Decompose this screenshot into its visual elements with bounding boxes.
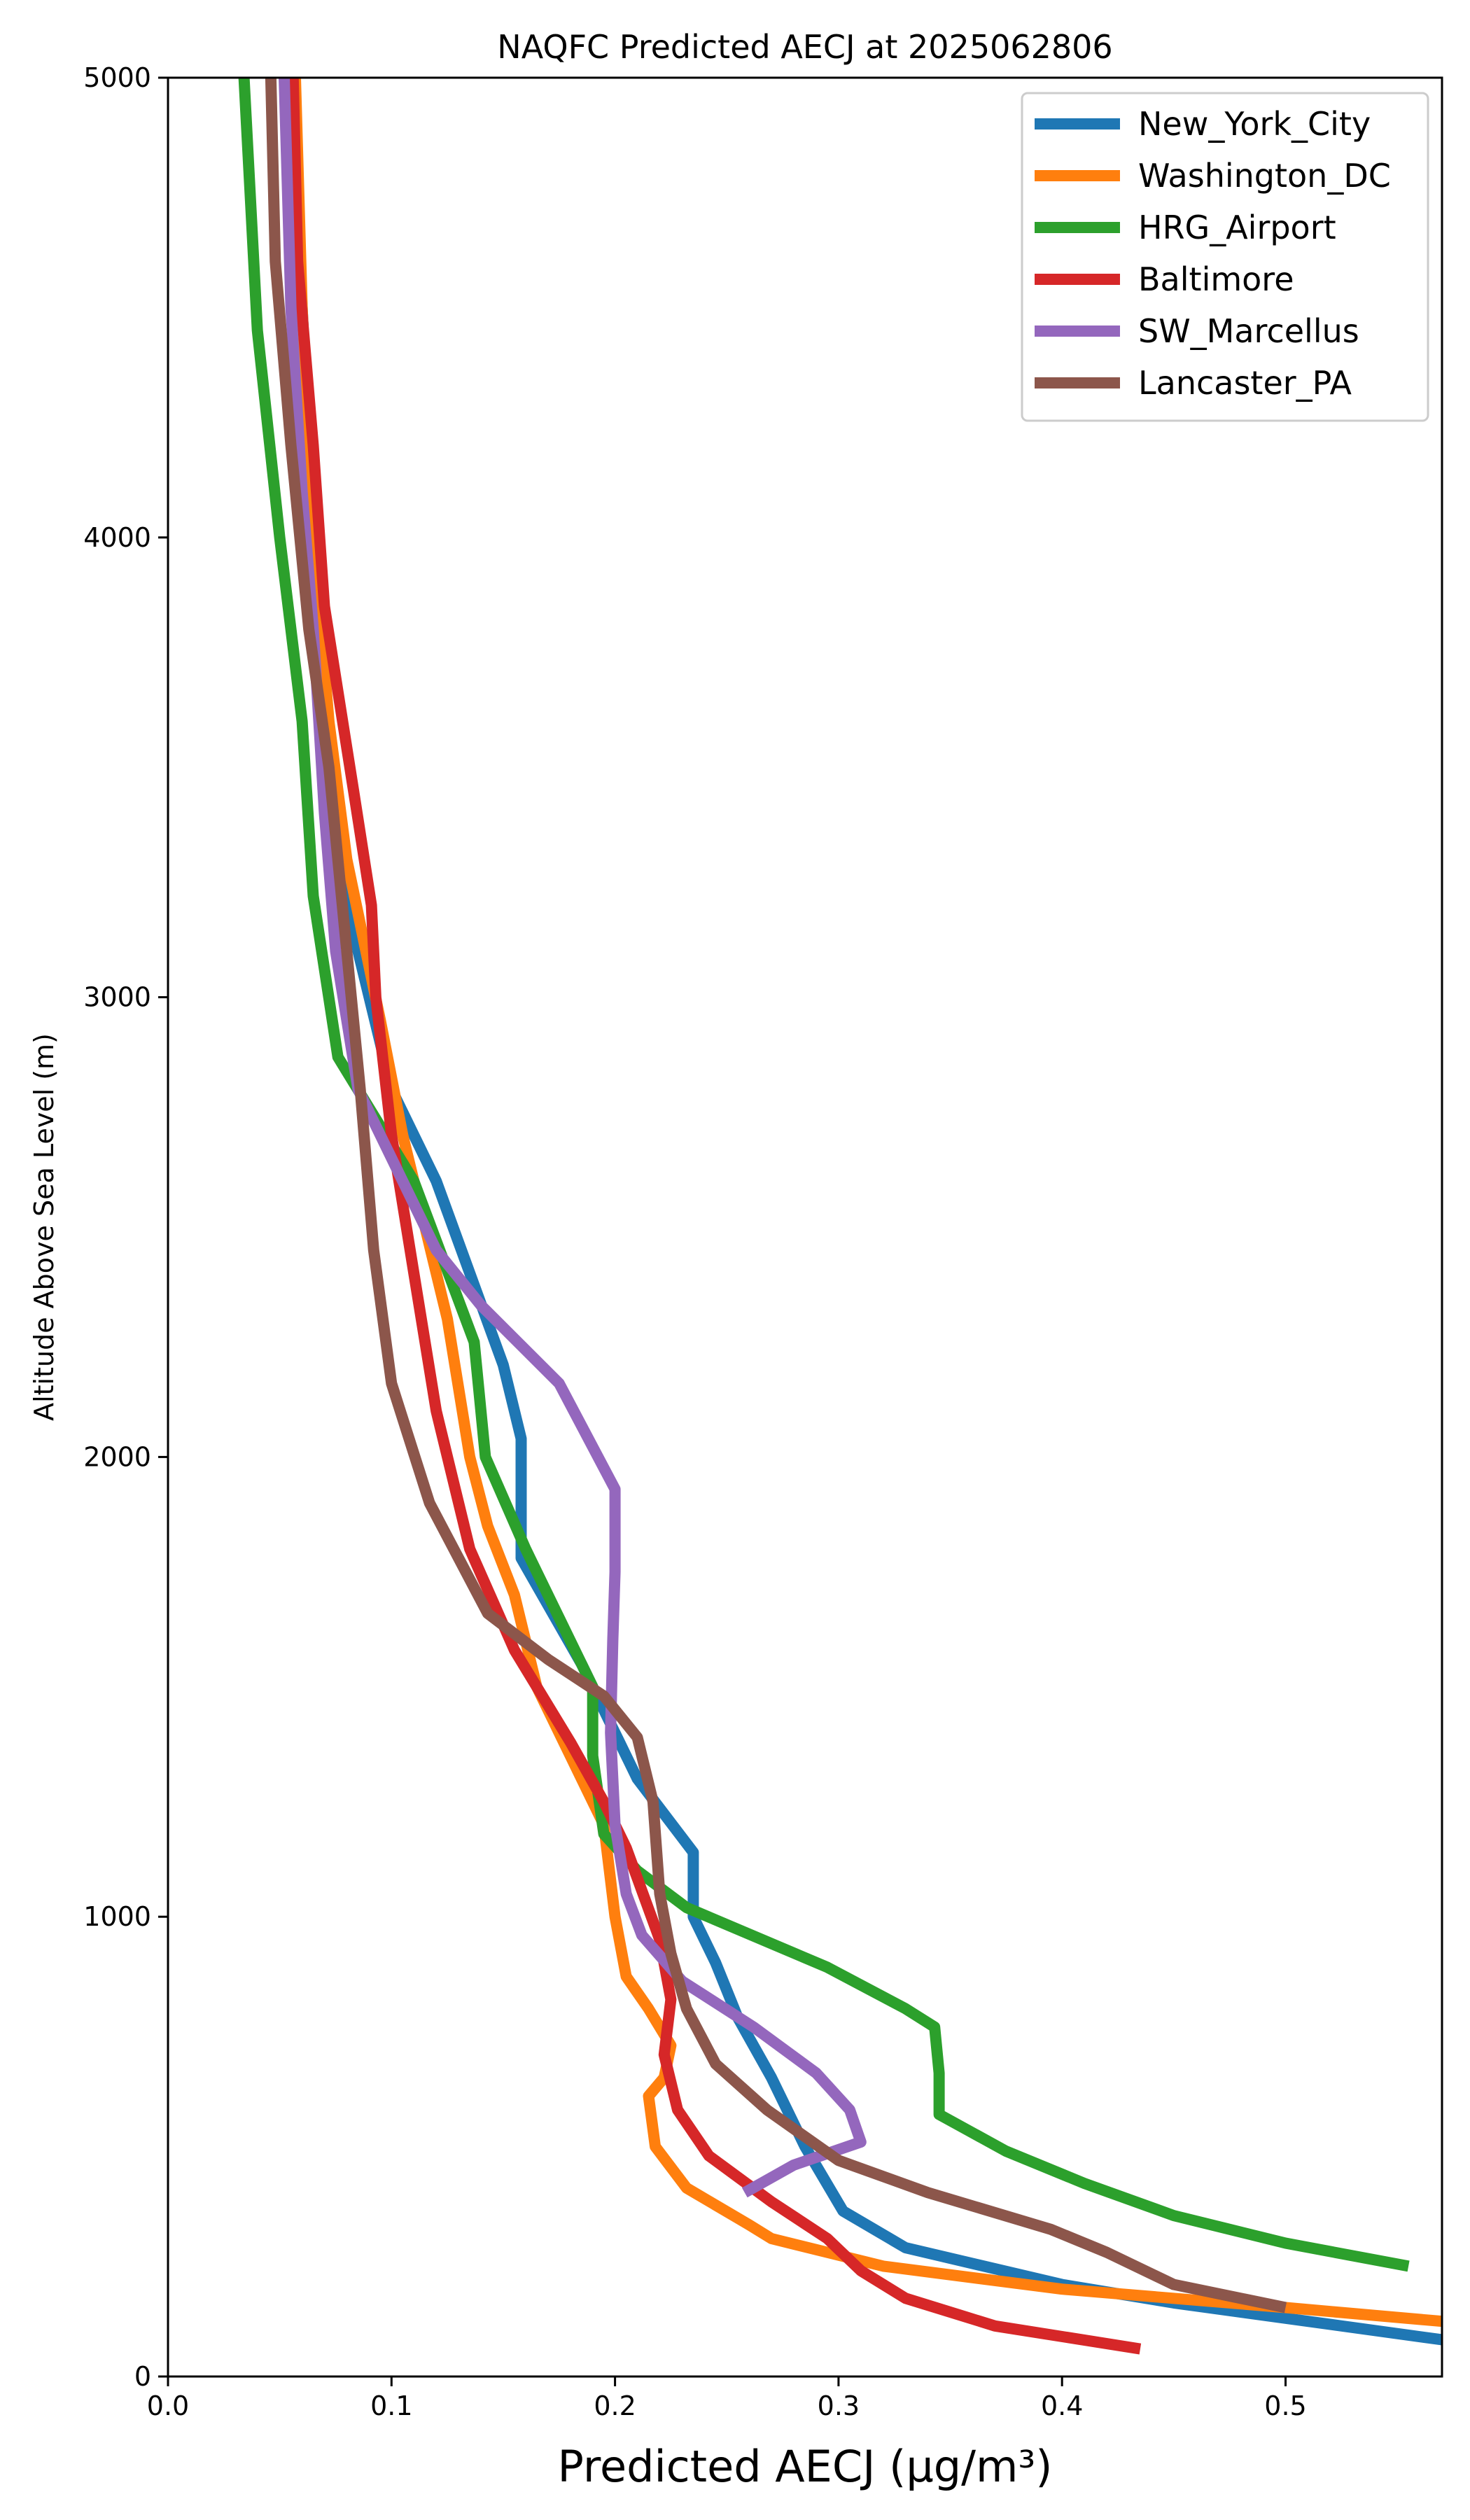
plot-frame	[167, 76, 1443, 2378]
chart-title: NAQFC Predicted AECJ at 2025062806	[497, 28, 1112, 66]
x-tick-label: 0.4	[1041, 2390, 1083, 2421]
y-axis: 0 1000 2000 3000 4000 5000	[83, 62, 168, 2392]
legend-label: Washington_DC	[1138, 157, 1391, 195]
x-tick-label: 0.2	[594, 2390, 636, 2421]
x-tick-label: 0.1	[370, 2390, 412, 2421]
legend: New_York_City Washington_DC HRG_Airport Bal…	[1021, 92, 1429, 422]
legend-box	[1021, 92, 1429, 422]
y-tick-label: 3000	[83, 982, 151, 1013]
y-tick-label: 0	[134, 2361, 151, 2392]
legend-label: SW_Marcellus	[1138, 312, 1359, 350]
legend-label: New_York_City	[1138, 105, 1371, 143]
x-axis: 0.0 0.1 0.2 0.3 0.4 0.5	[147, 2376, 1307, 2421]
x-tick-label: 0.0	[147, 2390, 189, 2421]
y-axis-label: Altitude Above Sea Level (m)	[29, 1033, 59, 1421]
legend-label: Lancaster_PA	[1138, 364, 1352, 402]
y-tick-label: 4000	[83, 522, 151, 553]
series-line-lancaster-pa	[265, 78, 1287, 2314]
series-line-baltimore	[287, 78, 1142, 2355]
x-tick-label: 0.5	[1264, 2390, 1306, 2421]
y-tick-label: 2000	[83, 1441, 151, 1472]
x-axis-label: Predicted AECJ (μg/m³)	[558, 2441, 1053, 2492]
x-tick-label: 0.3	[818, 2390, 860, 2421]
legend-label: HRG_Airport	[1138, 209, 1336, 246]
y-tick-label: 5000	[83, 62, 151, 93]
series-line-sw-marcellus	[279, 78, 867, 2198]
legend-label: Baltimore	[1138, 260, 1294, 298]
plot-lines	[238, 78, 1442, 2355]
y-tick-label: 1000	[83, 1901, 151, 1932]
